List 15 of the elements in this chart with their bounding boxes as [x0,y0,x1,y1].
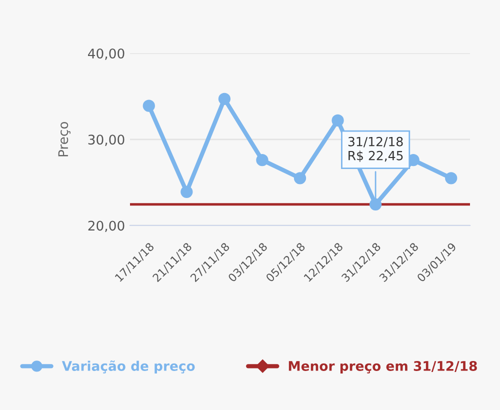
point [332,114,344,127]
point [294,172,306,184]
legend-label: Variação de preço [62,360,195,374]
y-tick-label: 20,00 [88,220,124,232]
point [142,100,155,112]
point [256,154,268,166]
y-axis-title: Preço [58,122,70,156]
point [180,186,193,198]
y-tick-label: 40,00 [88,48,124,60]
y-tick-label: 30,00 [88,134,124,146]
point [218,92,231,106]
point [445,172,458,184]
point [369,198,382,210]
legend-label: Menor preço em 31/12/18 [288,360,477,374]
annotation: 31/12/18 R$ 22,45 [348,136,403,162]
